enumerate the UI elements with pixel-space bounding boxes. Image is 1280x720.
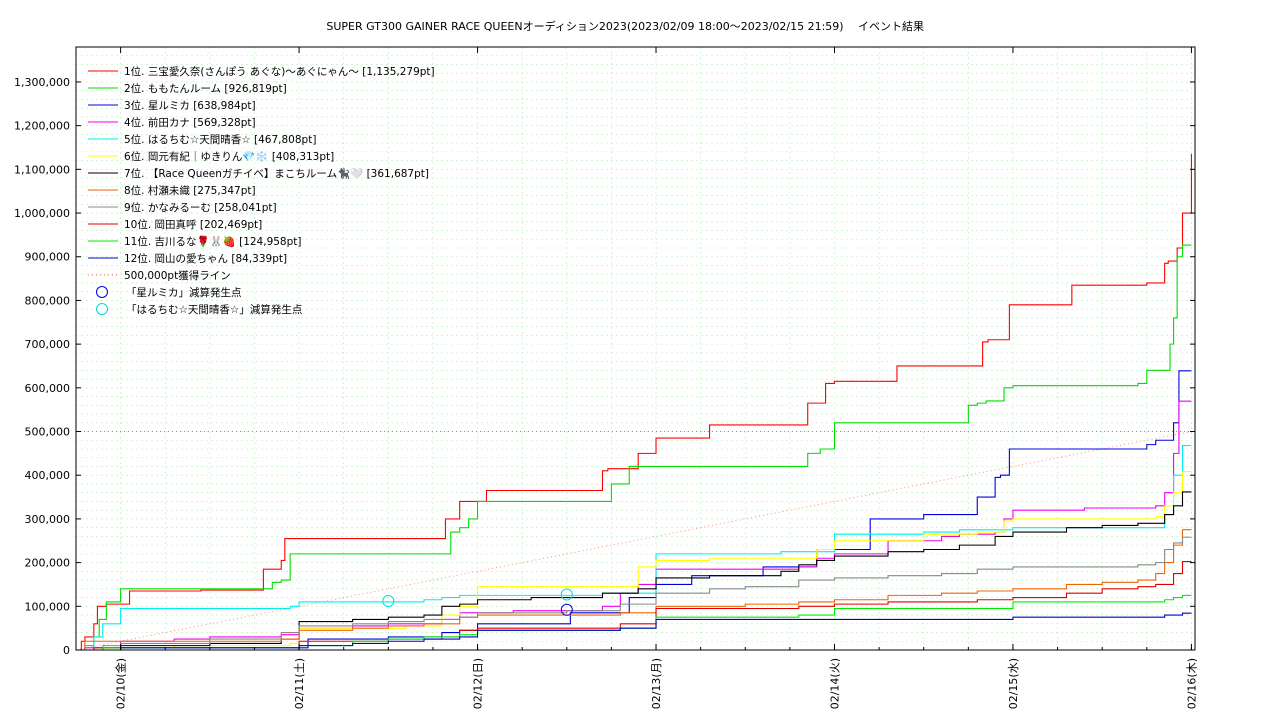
legend: 1位. 三宝愛久奈(さんぽう あぐな)〜あぐにゃん〜 [1,135,279pt]…: [88, 65, 435, 316]
legend-label: 12位. 岡山の愛ちゃん [84,339pt]: [124, 252, 287, 265]
series-line-8: [76, 529, 1192, 651]
y-tick-label: 700,000: [25, 338, 71, 351]
legend-label: 11位. 吉川るな🌹🐰🍓 [124,958pt]: [124, 235, 302, 248]
axis-ticks: 0 100,000 200,000 300,000 400,000 500,000 600,…: [14, 47, 1198, 709]
series-line-9: [76, 536, 1192, 651]
legend-label: 10位. 岡田真呼 [202,469pt]: [124, 218, 262, 231]
legend-label: 3位. 星ルミカ [638,984pt]: [124, 99, 256, 112]
y-tick-label: 1,300,000: [14, 76, 70, 89]
x-tick-label: 02/16(木): [1185, 658, 1198, 709]
plot-frame: [75, 46, 1196, 651]
series-line-5: [76, 445, 1192, 651]
legend-marker: [96, 303, 108, 315]
y-tick-label: 1,100,000: [14, 163, 70, 176]
chart-title: SUPER GT300 GAINER RACE QUEENオーディション2023…: [326, 19, 843, 33]
legend-label: 1位. 三宝愛久奈(さんぽう あぐな)〜あぐにゃん〜 [1,135,279pt]: [124, 65, 435, 78]
y-tick-label: 800,000: [25, 294, 71, 307]
legend-label: 7位. 【Race Queenガチイベ】まこちルーム🐈‍⬛🤍 [361,687p…: [124, 167, 429, 180]
y-tick-label: 1,200,000: [14, 120, 70, 133]
series-lines: [76, 153, 1192, 651]
reference-lines: [75, 431, 1195, 651]
series-line-12: [76, 612, 1192, 651]
x-tick-label: 02/10(金): [114, 658, 128, 709]
legend-label: 「星ルミカ」減算発生点: [126, 286, 242, 299]
x-tick-label: 02/13(月): [650, 658, 663, 709]
series-line-4: [76, 400, 1192, 651]
legend-label: 500,000pt獲得ライン: [124, 269, 231, 282]
legend-label: 「はるちむ☆天間晴香☆」減算発生点: [126, 303, 302, 316]
y-tick-label: 900,000: [25, 251, 71, 264]
legend-marker: [96, 286, 108, 298]
decrease-marker: [560, 603, 573, 616]
y-tick-label: 100,000: [25, 600, 71, 613]
y-tick-label: 0: [63, 644, 70, 657]
x-tick-label: 02/14(火): [828, 658, 841, 709]
legend-label: 4位. 前田カナ [569,328pt]: [124, 116, 256, 129]
legend-label: 8位. 村瀬未織 [275,347pt]: [124, 184, 256, 197]
x-tick-label: 02/12(日): [472, 658, 485, 709]
decrease-marker: [382, 595, 395, 608]
legend-label: 5位. はるちむ☆天間晴香☆ [467,808pt]: [124, 133, 316, 146]
decrease-marker: [560, 588, 573, 601]
chart-subtitle: イベント結果: [858, 19, 924, 33]
series-line-7: [76, 491, 1192, 651]
y-tick-label: 600,000: [25, 382, 71, 395]
y-tick-label: 400,000: [25, 469, 71, 482]
y-tick-label: 1,000,000: [14, 207, 70, 220]
y-tick-label: 200,000: [25, 557, 71, 570]
series-line-1: [76, 153, 1192, 651]
pace-line: [75, 431, 1192, 651]
x-tick-label: 02/11(土): [293, 658, 306, 709]
x-tick-label: 02/15(水): [1007, 658, 1020, 709]
legend-label: 2位. ももたんルーム [926,819pt]: [124, 82, 287, 95]
legend-label: 9位. かなみるーむ [258,041pt]: [124, 201, 277, 214]
legend-label: 6位. 岡元有紀｜ゆきりん💎❄️ [408,313pt]: [124, 150, 334, 163]
y-tick-label: 500,000: [25, 426, 71, 439]
markers: [382, 588, 573, 616]
y-tick-label: 300,000: [25, 513, 71, 526]
series-line-2: [76, 244, 1192, 651]
